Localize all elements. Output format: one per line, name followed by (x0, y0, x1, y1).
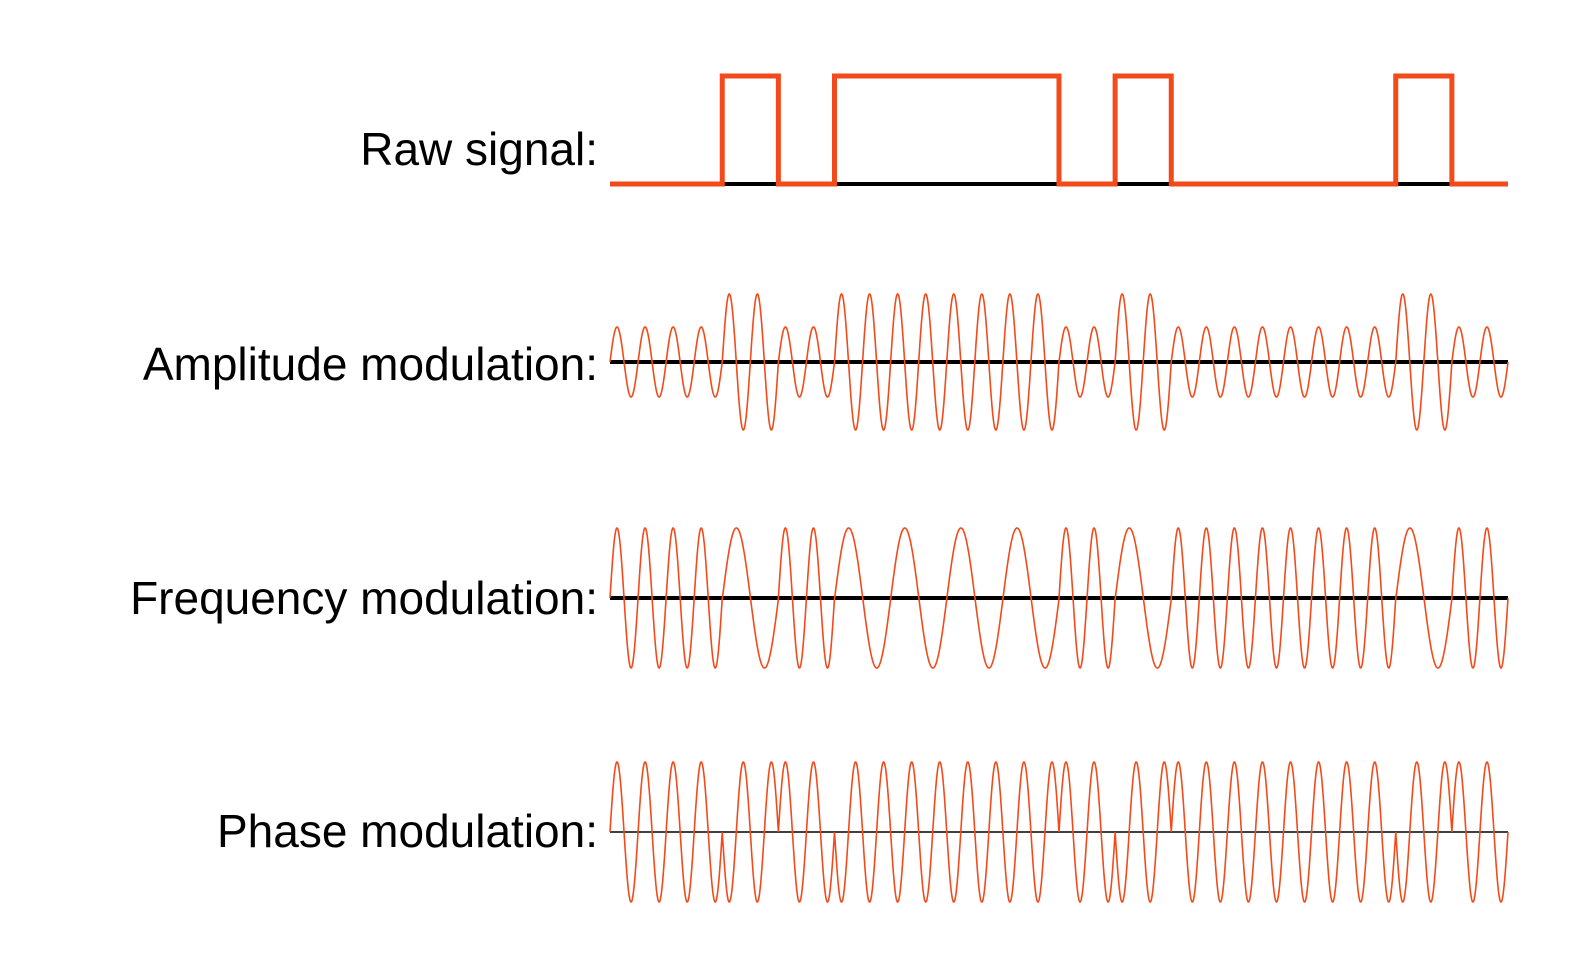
am-waveform (609, 293, 1509, 431)
frequency-modulation-label: Frequency modulation: (130, 572, 598, 624)
pm-waveform (609, 761, 1509, 903)
raw-signal-label: Raw signal: (360, 123, 598, 175)
raw-signal-waveform (610, 73, 1508, 187)
phase-modulation-label: Phase modulation: (216, 805, 598, 857)
amplitude-modulation-label: Amplitude modulation: (142, 338, 598, 390)
fm-waveform (609, 527, 1509, 669)
